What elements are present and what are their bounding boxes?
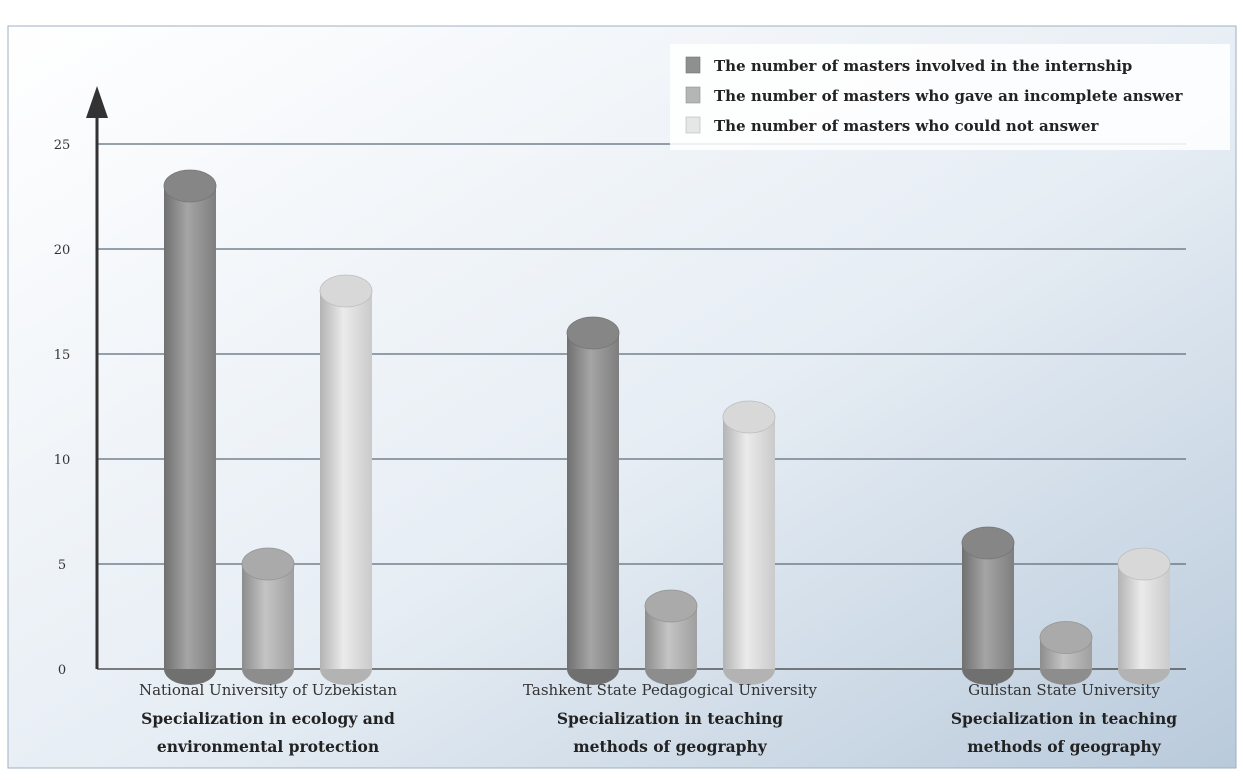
y-tick-label: 5 xyxy=(58,558,66,573)
legend: The number of masters involved in the in… xyxy=(670,44,1230,150)
bar-cylinder xyxy=(1039,621,1093,685)
legend-label: The number of masters who could not answ… xyxy=(714,117,1100,135)
bar-body xyxy=(320,291,372,669)
bar-cylinder xyxy=(566,316,620,685)
x-category-specialization: methods of geography xyxy=(967,737,1162,756)
bar-cylinder xyxy=(1117,547,1171,685)
bar-cylinder xyxy=(241,547,295,685)
y-axis-arrow-icon xyxy=(86,86,108,118)
legend-swatch xyxy=(685,116,701,134)
bar-cylinder xyxy=(722,400,776,685)
bar-top xyxy=(722,400,776,434)
x-category-specialization: Specialization in ecology and xyxy=(141,709,395,728)
legend-swatch xyxy=(685,86,701,104)
bar-cylinder xyxy=(961,526,1015,685)
x-category-label: Tashkent State Pedagogical University xyxy=(523,681,817,699)
legend-label: The number of masters who gave an incomp… xyxy=(714,87,1184,105)
bar-body xyxy=(567,333,619,669)
bar-body xyxy=(242,564,294,669)
bar-body xyxy=(723,417,775,669)
bar-cylinder xyxy=(163,169,217,685)
bar-body xyxy=(164,186,216,669)
y-tick-label: 15 xyxy=(54,348,71,363)
legend-box xyxy=(670,44,1230,150)
x-category-specialization: Specialization in teaching xyxy=(557,709,783,728)
y-tick-label: 0 xyxy=(58,663,66,678)
bar-top xyxy=(961,526,1015,560)
y-tick-label: 20 xyxy=(54,243,71,258)
bar-top xyxy=(1117,547,1171,581)
x-category-specialization: Specialization in teaching xyxy=(951,709,1177,728)
bar-top xyxy=(163,169,217,203)
bar-body xyxy=(1118,564,1170,669)
bar-cylinder xyxy=(319,274,373,685)
bar-body xyxy=(962,543,1014,669)
bar-top xyxy=(644,589,698,623)
legend-label: The number of masters involved in the in… xyxy=(714,57,1132,75)
x-category-specialization: methods of geography xyxy=(573,737,768,756)
x-category-label: Gulistan State University xyxy=(968,681,1160,699)
x-category-specialization: environmental protection xyxy=(157,737,379,756)
legend-swatch xyxy=(685,56,701,74)
bar-top xyxy=(1039,621,1093,654)
y-tick-label: 25 xyxy=(54,138,71,153)
x-category-label: National University of Uzbekistan xyxy=(139,681,397,699)
bar-cylinder xyxy=(644,589,698,685)
bar-top xyxy=(241,547,295,581)
bar-top xyxy=(566,316,620,350)
y-tick-label: 10 xyxy=(54,453,71,468)
bar-top xyxy=(319,274,373,308)
